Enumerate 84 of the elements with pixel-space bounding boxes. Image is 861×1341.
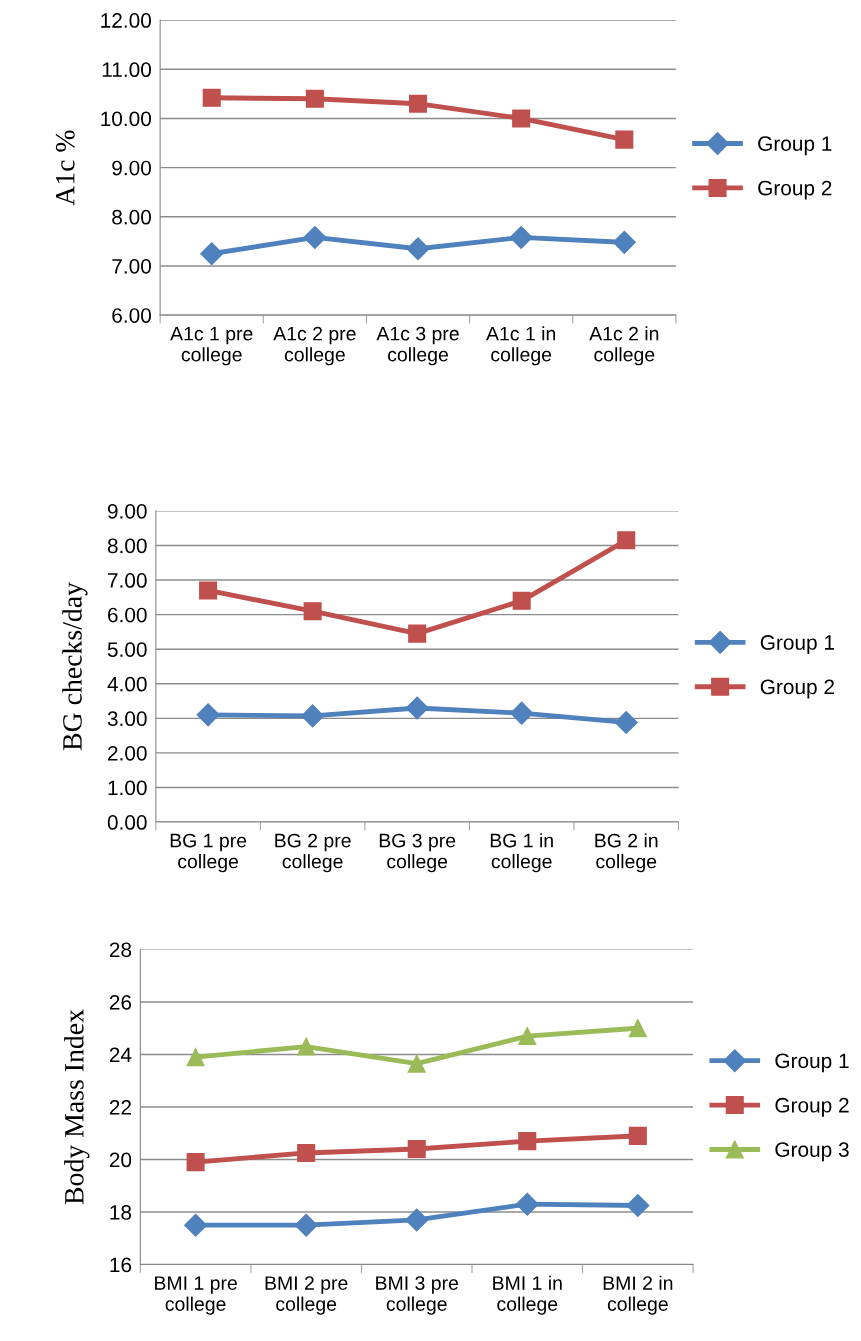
point [184, 1213, 208, 1237]
point [518, 1132, 537, 1151]
y-tick-label: 6.00 [108, 607, 147, 623]
point [407, 1139, 426, 1159]
point [626, 1193, 650, 1217]
y-tick-label: 7.00 [108, 573, 147, 588]
y-tick-label: 8.00 [107, 538, 147, 554]
x-tick-label: BMI 1 in college [493, 1275, 562, 1315]
point [294, 1213, 318, 1237]
point [615, 130, 634, 149]
point [196, 703, 220, 727]
legend-label: Group 1 [758, 136, 832, 156]
x-tick-label: BG 2 pre college [275, 833, 351, 873]
x-tick-label: BG 2 in college [595, 833, 658, 873]
point [303, 602, 322, 621]
point [200, 242, 224, 266]
point [628, 1019, 647, 1038]
y-axis-title: BG checks/day [62, 582, 88, 751]
point [614, 710, 638, 734]
point [408, 624, 427, 643]
y-tick-label: 16 [110, 1257, 132, 1273]
legend-label: Group 1 [775, 1053, 849, 1073]
point [297, 1143, 316, 1162]
y-tick-label: 3.00 [107, 711, 147, 727]
point [202, 88, 221, 107]
y-tick-label: 28 [109, 942, 132, 958]
x-tick-label: A1c 2 pre college [273, 326, 356, 366]
point [617, 531, 636, 550]
y-tick-label: 18 [110, 1205, 132, 1220]
point [518, 1027, 537, 1046]
point [512, 591, 531, 610]
point [406, 237, 430, 261]
y-tick-label: 0.00 [107, 815, 147, 830]
y-tick-label: 8.00 [112, 209, 151, 225]
point [408, 94, 428, 113]
x-tick-label: BMI 2 pre college [265, 1276, 348, 1315]
y-tick-label: 22 [109, 1100, 131, 1115]
x-tick-label: BMI 2 in college [603, 1275, 673, 1315]
x-tick-label: A1c 1 in college [486, 326, 556, 366]
y-tick-label: 4.00 [107, 676, 147, 692]
y-tick-label: 9.00 [112, 160, 151, 176]
legend-label: Group 3 [775, 1142, 849, 1162]
y-tick-label: 12.00 [101, 13, 151, 28]
point [301, 704, 325, 728]
y-tick-label: 1.00 [108, 780, 147, 796]
x-tick-label: BMI 3 pre college [376, 1276, 459, 1315]
y-tick-label: 2.00 [108, 745, 147, 761]
point [510, 701, 534, 725]
legend-label: Group 1 [760, 635, 834, 654]
point [186, 1048, 205, 1067]
point [297, 1037, 316, 1056]
point [628, 1126, 647, 1145]
legend-label: Group 2 [775, 1097, 849, 1117]
x-tick-label: BG 1 in college [490, 833, 553, 873]
x-tick-label: BMI 1 pre college [155, 1276, 237, 1315]
x-tick-label: A1c 1 pre college [170, 326, 253, 366]
point [199, 581, 218, 600]
y-axis-title: A1c % [55, 130, 75, 206]
point [186, 1153, 205, 1172]
point [405, 696, 429, 720]
y-tick-label: 10.00 [101, 111, 151, 127]
x-tick-label: A1c 2 in college [589, 326, 659, 366]
legend-label: Group 2 [758, 180, 832, 200]
y-tick-label: 6.00 [112, 308, 151, 323]
y-axis-title: Body Mass Index [64, 1009, 90, 1205]
point [512, 109, 531, 128]
point [303, 225, 327, 249]
y-tick-label: 24 [109, 1047, 132, 1063]
y-tick-label: 11.00 [102, 62, 151, 78]
x-tick-label: BG 3 pre college [379, 833, 456, 873]
y-tick-label: 9.00 [107, 503, 147, 519]
x-tick-label: A1c 3 pre college [376, 326, 459, 366]
y-tick-label: 26 [109, 994, 132, 1010]
y-tick-label: 5.00 [107, 642, 147, 657]
y-tick-label: 7.00 [112, 258, 151, 274]
y-tick-label: 20 [109, 1152, 132, 1168]
point [509, 225, 533, 249]
point [515, 1192, 539, 1216]
point [612, 230, 636, 254]
point [405, 1208, 429, 1232]
legend-label: Group 2 [760, 679, 834, 699]
point [305, 89, 324, 108]
x-tick-label: BG 1 pre college [170, 833, 247, 873]
point [407, 1054, 426, 1073]
